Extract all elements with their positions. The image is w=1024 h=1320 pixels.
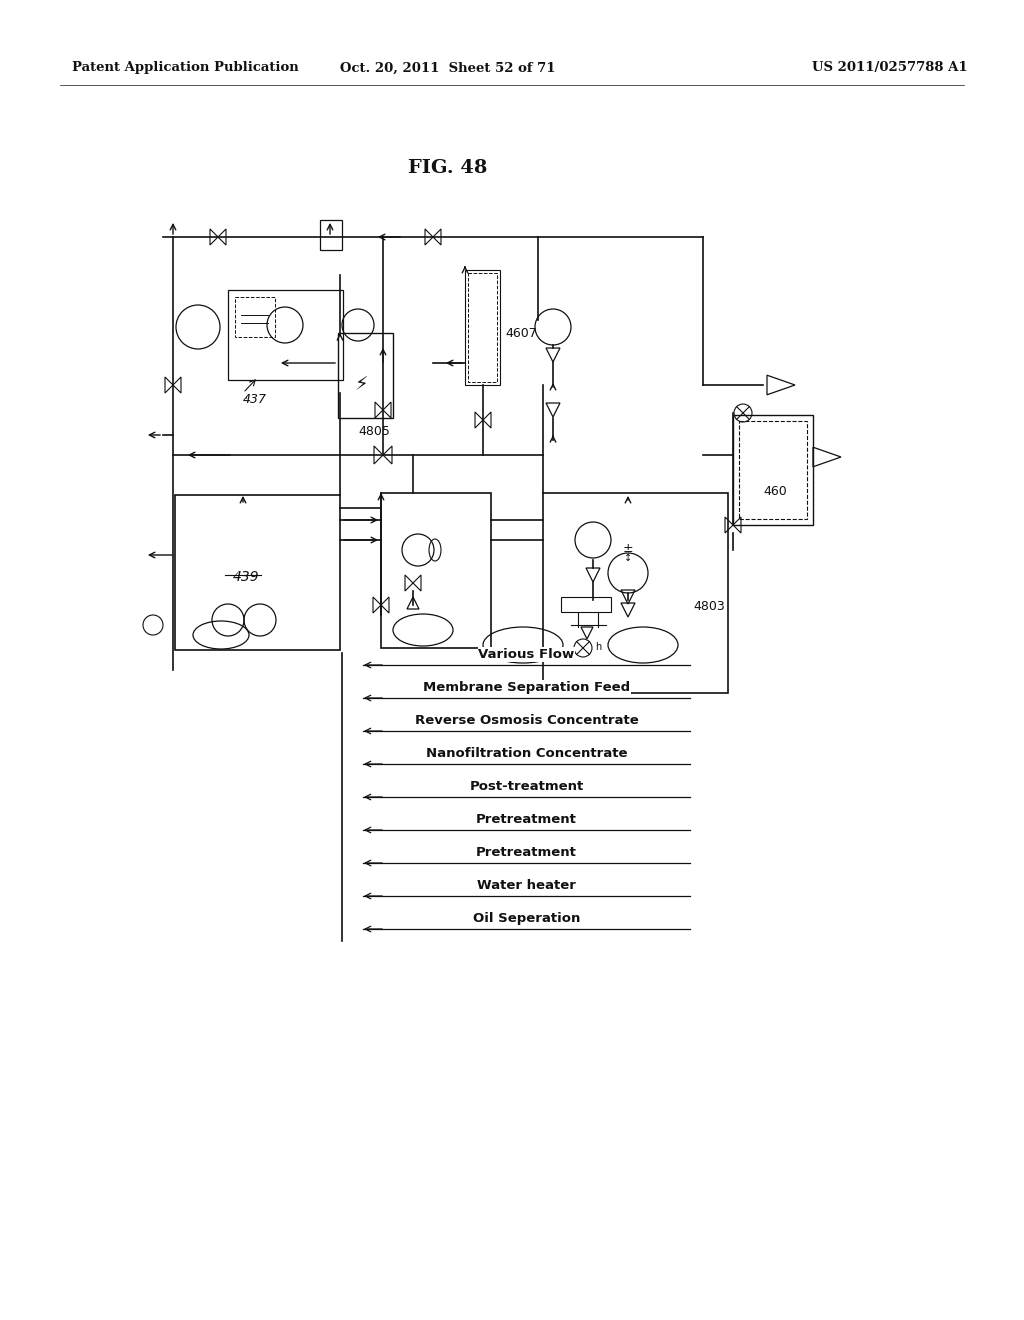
Text: 4805: 4805 [358, 425, 390, 438]
Bar [561, 597, 611, 612]
Text: Various Flow: Various Flow [478, 648, 574, 661]
Text: Membrane Separation Feed: Membrane Separation Feed [423, 681, 630, 694]
Text: 460: 460 [763, 484, 786, 498]
Bar [319, 220, 342, 249]
Text: US 2011/0257788 A1: US 2011/0257788 A1 [812, 62, 968, 74]
Bar [234, 297, 275, 337]
Bar [468, 273, 497, 381]
Text: Patent Application Publication: Patent Application Publication [72, 62, 299, 74]
Text: Oil Seperation: Oil Seperation [473, 912, 581, 925]
Bar [338, 333, 393, 418]
Text: Pretreatment: Pretreatment [476, 813, 577, 826]
Bar [739, 421, 807, 519]
Text: ⚡: ⚡ [354, 375, 368, 395]
Text: ±: ± [623, 541, 633, 554]
Text: 4803: 4803 [693, 601, 725, 612]
Text: 437: 437 [243, 393, 267, 407]
Text: Water heater: Water heater [477, 879, 575, 892]
Bar [543, 492, 728, 693]
Text: Post-treatment: Post-treatment [469, 780, 584, 793]
Text: Reverse Osmosis Concentrate: Reverse Osmosis Concentrate [415, 714, 638, 727]
Text: Nanofiltration Concentrate: Nanofiltration Concentrate [426, 747, 628, 760]
Text: ↕: ↕ [624, 553, 632, 564]
Bar [228, 290, 343, 380]
Bar [733, 414, 813, 525]
Text: 4607: 4607 [505, 327, 537, 341]
Bar [175, 495, 340, 649]
Text: h: h [595, 642, 601, 652]
Bar [381, 492, 490, 648]
Text: 439: 439 [233, 570, 260, 583]
Text: FIG. 48: FIG. 48 [409, 158, 487, 177]
Text: Pretreatment: Pretreatment [476, 846, 577, 859]
Text: Oct. 20, 2011  Sheet 52 of 71: Oct. 20, 2011 Sheet 52 of 71 [340, 62, 556, 74]
Bar [465, 271, 500, 385]
